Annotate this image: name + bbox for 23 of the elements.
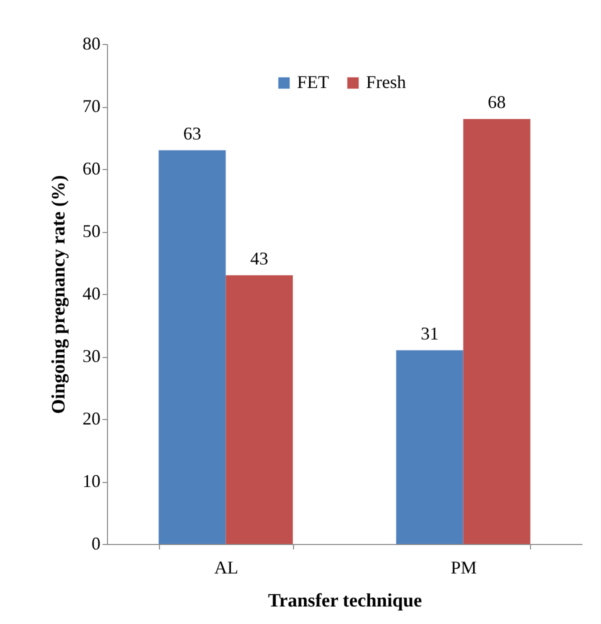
y-tick-label: 70 [82,96,100,116]
y-tick-label: 10 [82,471,100,491]
bar [396,350,464,544]
data-label: 31 [420,323,439,344]
bar [463,119,530,544]
x-tick-label: AL [214,558,238,578]
y-tick-label: 0 [92,534,100,554]
y-axis-title: Oingoing pregnancy rate (%) [48,175,70,414]
x-axis-title: Transfer technique [268,590,422,612]
x-tick-label: PM [450,558,477,578]
y-tick-label: 80 [82,34,100,54]
bar [158,150,226,544]
legend-label: FET [297,72,330,92]
y-tick-label: 30 [82,346,100,366]
y-tick-label: 40 [82,284,100,304]
data-label: 68 [488,92,506,112]
legend-label: Fresh [366,72,406,92]
y-tick-label: 20 [82,408,100,428]
bar [226,275,293,544]
data-label: 43 [250,248,268,268]
y-tick-label: 60 [82,158,100,178]
y-tick-label: 50 [82,221,100,241]
data-label: 63 [183,123,202,144]
